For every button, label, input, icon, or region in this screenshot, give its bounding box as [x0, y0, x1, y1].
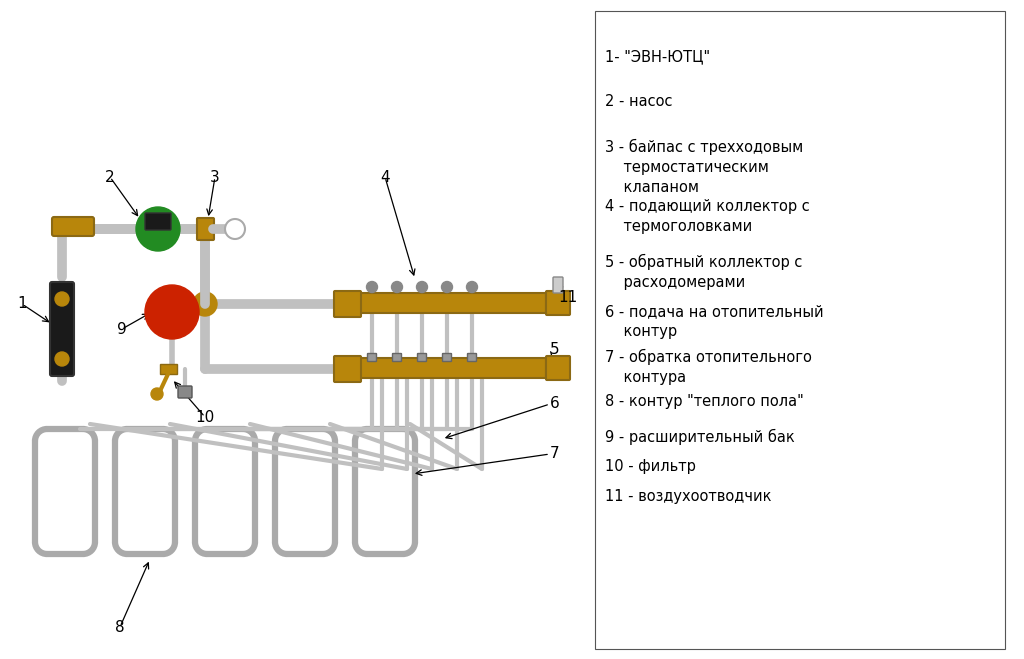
- Circle shape: [55, 352, 69, 366]
- FancyBboxPatch shape: [334, 291, 361, 317]
- Circle shape: [151, 388, 163, 400]
- Text: 3: 3: [210, 169, 220, 185]
- FancyBboxPatch shape: [595, 11, 1005, 649]
- Circle shape: [417, 281, 427, 293]
- Text: 5: 5: [550, 341, 560, 357]
- FancyBboxPatch shape: [52, 217, 94, 236]
- FancyBboxPatch shape: [468, 353, 476, 362]
- Text: 8: 8: [115, 619, 125, 635]
- FancyBboxPatch shape: [50, 282, 74, 376]
- Text: 9 - расширительный бак: 9 - расширительный бак: [605, 429, 795, 445]
- Text: 7 - обратка отопительного
    контура: 7 - обратка отопительного контура: [605, 349, 812, 385]
- Text: 1- "ЭВН-ЮТЦ": 1- "ЭВН-ЮТЦ": [605, 49, 710, 64]
- FancyBboxPatch shape: [359, 293, 546, 313]
- Text: 2: 2: [105, 169, 115, 185]
- Text: 9: 9: [117, 322, 127, 337]
- Circle shape: [391, 281, 402, 293]
- FancyBboxPatch shape: [418, 353, 427, 362]
- Circle shape: [225, 219, 245, 239]
- Polygon shape: [160, 364, 177, 374]
- FancyBboxPatch shape: [197, 218, 214, 240]
- Circle shape: [193, 292, 217, 316]
- FancyBboxPatch shape: [442, 353, 452, 362]
- Text: 1: 1: [17, 297, 27, 312]
- Circle shape: [367, 281, 378, 293]
- Text: 4: 4: [380, 169, 390, 185]
- FancyBboxPatch shape: [334, 356, 361, 382]
- Text: 3 - байпас с трехходовым
    термостатическим
    клапаном: 3 - байпас с трехходовым термостатически…: [605, 139, 803, 195]
- Text: 11: 11: [558, 289, 578, 304]
- FancyBboxPatch shape: [546, 356, 570, 380]
- Text: 2 - насос: 2 - насос: [605, 94, 673, 109]
- Text: 8 - контур "теплого пола": 8 - контур "теплого пола": [605, 394, 804, 409]
- Circle shape: [145, 285, 199, 339]
- Text: 10: 10: [196, 409, 215, 424]
- Circle shape: [55, 292, 69, 306]
- Text: 6 - подача на отопительный
    контур: 6 - подача на отопительный контур: [605, 304, 823, 339]
- FancyBboxPatch shape: [145, 213, 171, 230]
- Text: 10 - фильтр: 10 - фильтр: [605, 459, 696, 474]
- Text: 4 - подающий коллектор с
    термоголовками: 4 - подающий коллектор с термоголовками: [605, 199, 810, 234]
- FancyBboxPatch shape: [359, 358, 546, 378]
- Text: 11 - воздухоотводчик: 11 - воздухоотводчик: [605, 489, 771, 504]
- FancyBboxPatch shape: [392, 353, 401, 362]
- FancyBboxPatch shape: [546, 291, 570, 315]
- Text: 6: 6: [550, 397, 560, 411]
- FancyBboxPatch shape: [178, 386, 193, 398]
- Circle shape: [441, 281, 453, 293]
- FancyBboxPatch shape: [553, 277, 563, 293]
- Text: 7: 7: [550, 447, 560, 461]
- Text: 5 - обратный коллектор с
    расходомерами: 5 - обратный коллектор с расходомерами: [605, 254, 803, 290]
- FancyBboxPatch shape: [368, 353, 377, 362]
- Circle shape: [467, 281, 477, 293]
- Circle shape: [136, 207, 180, 251]
